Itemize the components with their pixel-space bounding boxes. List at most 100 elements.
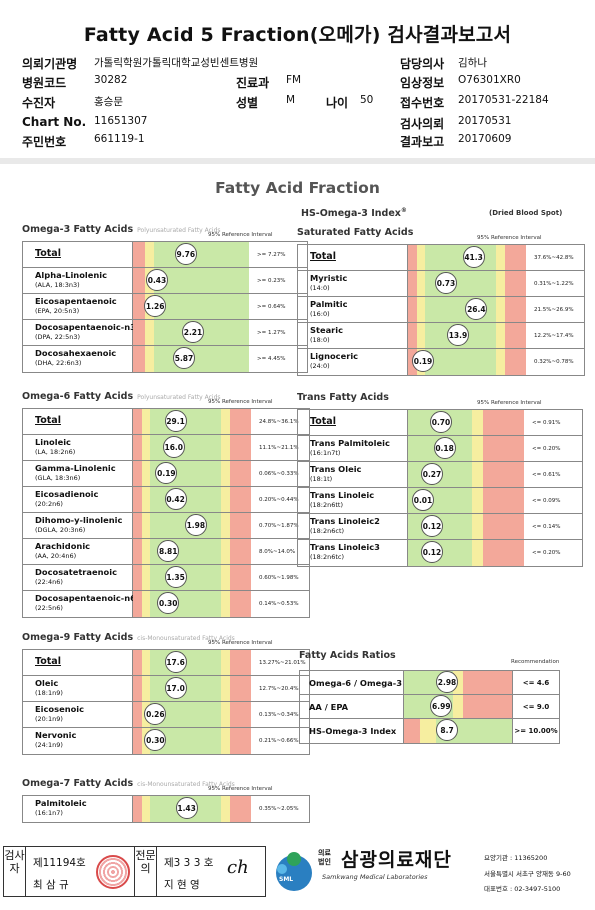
value-marker: 0.43 xyxy=(146,269,168,291)
row-name: Eicosapentaenoic xyxy=(35,296,117,306)
reference-range: <= 0.14% xyxy=(532,524,561,530)
row-label: Total xyxy=(23,242,133,267)
reference-range: 0.20%~0.44% xyxy=(259,497,299,503)
table-row: Trans Linoleic2 (18:2n6ct) 0.12 <= 0.14% xyxy=(298,514,582,540)
org-info-phone: 대표번호 : 02-3497-5100 xyxy=(484,885,561,893)
org-info-code: 요양기관 : 11365200 xyxy=(484,854,548,862)
row-label: Trans Linoleic3 (18:2n6tc) xyxy=(298,540,408,566)
row-name: Alpha-Linolenic xyxy=(35,270,108,280)
table-row: Total 0.70 <= 0.91% xyxy=(298,410,582,436)
header-divider xyxy=(0,158,595,164)
institution-value: 가톨릭학원가톨릭대학교성빈센트병원 xyxy=(94,57,259,69)
value-marker: 0.30 xyxy=(144,729,167,751)
table-row: Oleic (18:1n9) 17.0 12.7%~20.4% xyxy=(23,676,309,702)
row-label: Trans Linoleic (18:2n6tt) xyxy=(298,488,408,513)
row-name: Palmitic xyxy=(310,299,348,309)
row-name: Trans Palmitoleic xyxy=(310,438,390,448)
reference-range: >= 4.45% xyxy=(257,356,286,362)
ratio-recommendation: <= 9.0 xyxy=(512,695,559,718)
receipt-value: 20170531-22184 xyxy=(458,94,549,106)
row-label: Trans Linoleic2 (18:2n6ct) xyxy=(298,514,408,539)
value-marker: 26.4 xyxy=(465,298,488,320)
value-marker: 0.42 xyxy=(164,488,187,510)
row-name: Trans Linoleic2 xyxy=(310,516,380,526)
specialist-vertical-label: 전문의 xyxy=(135,847,157,896)
section-table: Total 9.76 >= 7.27% Alpha-Linolenic (ALA, 18… xyxy=(22,241,308,373)
row-sub: (22:5n6) xyxy=(35,604,63,612)
row-name: Total xyxy=(35,656,61,667)
row-label: Total xyxy=(298,245,408,270)
row-name: Trans Oleic xyxy=(310,464,362,474)
value-marker: 29.1 xyxy=(164,410,187,432)
row-label: Docosahexaenoic (DHA, 22:6n3) xyxy=(23,346,133,372)
result-bar xyxy=(133,539,251,564)
table-row: Linoleic (LA, 18:2n6) 16.0 11.1%~21.1% xyxy=(23,435,309,461)
examiner-license: 제11194호 xyxy=(33,857,86,869)
row-label: Trans Palmitoleic (16:1n7t) xyxy=(298,436,408,461)
row-label: Linoleic (LA, 18:2n6) xyxy=(23,435,133,460)
sex-label: 성별 xyxy=(236,96,259,110)
row-name: Total xyxy=(35,248,61,259)
value-marker: 0.26 xyxy=(144,703,167,725)
chart-value: 11651307 xyxy=(94,115,148,127)
reference-range: 0.32%~0.78% xyxy=(534,359,574,365)
section-table: Total 0.70 <= 0.91% Trans Palmitoleic (16:1n… xyxy=(297,409,583,567)
table-row: Trans Oleic (18:1t) 0.27 <= 0.61% xyxy=(298,462,582,488)
row-sub: (ALA, 18:3n3) xyxy=(35,281,80,289)
logo-text: SML xyxy=(279,876,294,883)
section-table: Total 29.1 24.8%~36.1% Linoleic (LA, 18:2n6)… xyxy=(22,408,310,618)
clinical-value: O76301XR0 xyxy=(458,74,521,86)
row-label: Gamma-Linolenic (GLA, 18:3n6) xyxy=(23,461,133,486)
value-marker: 0.70 xyxy=(430,411,452,433)
dept-label: 진료과 xyxy=(236,76,270,90)
table-row: Stearic (18:0) 13.9 12.2%~17.4% xyxy=(298,323,584,349)
value-marker: 0.30 xyxy=(157,592,180,614)
age-value: 50 xyxy=(360,94,374,106)
value-marker: 1.26 xyxy=(144,295,167,317)
row-name: Arachidonic xyxy=(35,541,91,551)
reference-range: 0.06%~0.33% xyxy=(259,471,299,477)
row-name: Total xyxy=(310,251,336,262)
id-value: 661119-1 xyxy=(94,133,145,145)
result-bar xyxy=(408,323,526,348)
value-marker: 8.81 xyxy=(157,540,180,562)
row-sub: (20:1n9) xyxy=(35,715,63,723)
ratio-recommendation: >= 10.00% xyxy=(512,719,559,743)
row-name: Trans Linoleic3 xyxy=(310,542,380,552)
section-title: Saturated Fatty Acids xyxy=(297,227,414,238)
reference-range: >= 7.27% xyxy=(257,252,286,258)
table-row: Trans Palmitoleic (16:1n7t) 0.18 <= 0.20% xyxy=(298,436,582,462)
reference-range: 0.35%~2.05% xyxy=(259,806,299,812)
row-sub: (LA, 18:2n6) xyxy=(35,448,76,456)
reference-range: 12.2%~17.4% xyxy=(534,333,574,339)
section-title: Trans Fatty Acids xyxy=(297,392,389,403)
row-sub: (DGLA, 20:3n6) xyxy=(35,526,86,534)
table-row: Docosapentaenoic-n3 (DPA, 22:5n3) 2.21 >= 1… xyxy=(23,320,307,346)
footer: 검사자 제11194호 최 삼 규 전문의 제3 3 3 호 지 현 영 ch … xyxy=(0,835,595,910)
value-marker: 5.87 xyxy=(173,347,195,369)
ratio-label: AA / EPA xyxy=(300,695,404,718)
ratio-recommendation: <= 4.6 xyxy=(512,671,559,694)
clinical-label: 임상정보 xyxy=(400,76,445,90)
value-marker: 0.12 xyxy=(421,515,443,537)
table-row: Myristic (14:0) 0.73 0.31%~1.22% xyxy=(298,271,584,297)
reference-range: <= 0.20% xyxy=(532,550,561,556)
row-label: Eicosapentaenoic (EPA, 20:5n3) xyxy=(23,294,133,319)
table-row: Trans Linoleic3 (18:2n6tc) 0.12 <= 0.20% xyxy=(298,540,582,566)
row-sub: (16:1n7) xyxy=(35,809,63,817)
section-title: Omega-3 Fatty Acids Polyunsaturated Fatty… xyxy=(22,224,221,235)
org-name: 삼광의료재단 xyxy=(341,849,452,871)
row-name: Dihomo-y-linolenic xyxy=(35,515,123,525)
row-label: Dihomo-y-linolenic (DGLA, 20:3n6) xyxy=(23,513,133,538)
rec-label: Recommendation xyxy=(511,659,560,665)
reference-range: <= 0.61% xyxy=(532,472,561,478)
result-bar xyxy=(133,650,251,675)
table-row: Docosapentaenoic-n6 (22:5n6) 0.30 0.14%~0.5… xyxy=(23,591,309,617)
section-title: Omega-9 Fatty Acids cis-Monounsaturated F… xyxy=(22,632,235,643)
value-marker: 0.27 xyxy=(421,463,443,485)
result-bar xyxy=(408,514,524,539)
row-label: Palmitoleic (16:1n7) xyxy=(23,796,133,822)
ref-interval-label: 95% Reference Interval xyxy=(208,399,273,405)
value-marker: 9.76 xyxy=(174,243,197,265)
row-label: Eicosadienoic (20:2n6) xyxy=(23,487,133,512)
